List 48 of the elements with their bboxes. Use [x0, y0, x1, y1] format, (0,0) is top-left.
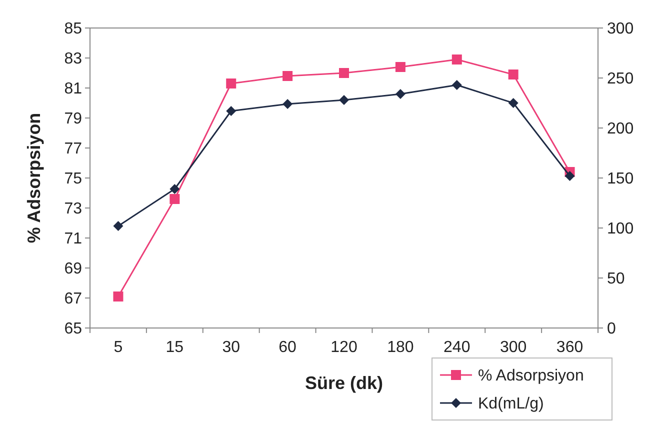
x-tick-label: 240 [444, 339, 470, 356]
y-tick-label: 79 [64, 110, 82, 128]
point [395, 62, 406, 72]
y-tick-label: 75 [64, 170, 82, 188]
point [170, 194, 180, 204]
point [508, 70, 518, 80]
point [395, 89, 406, 99]
y-tick-label: 83 [64, 50, 82, 68]
y-tick-label: 67 [64, 290, 82, 308]
point [282, 71, 293, 81]
point [226, 78, 236, 88]
y2-tick-label: 100 [607, 220, 634, 238]
y2-tick-label: 0 [607, 320, 616, 338]
x-tick-label: 5 [114, 339, 123, 356]
x-tick-label: 120 [330, 339, 358, 356]
y2-tick-label: 300 [607, 20, 634, 38]
y2-tick-label: 250 [607, 70, 634, 88]
point [113, 292, 124, 302]
point [508, 98, 518, 108]
point [282, 99, 293, 109]
point [339, 68, 349, 78]
legend-label: % Adsorpsiyon [478, 368, 584, 385]
x-tick-label: 300 [500, 339, 527, 356]
y-axis-title: % Adsorpsiyon [24, 112, 44, 244]
point [113, 221, 124, 231]
y-tick-label: 69 [64, 260, 82, 278]
y-tick-label: 81 [64, 80, 82, 98]
y2-tick-label: 150 [607, 170, 634, 188]
y-tick-label: 71 [64, 230, 82, 248]
x-tick-label: 360 [556, 339, 584, 356]
point [226, 106, 236, 116]
x-tick-label: 15 [166, 339, 184, 356]
x-tick-label: 30 [222, 339, 240, 356]
y-tick-label: 77 [64, 140, 82, 158]
point [452, 80, 462, 90]
y-tick-label: 73 [64, 200, 82, 218]
point [452, 54, 462, 64]
y2-tick-label: 200 [607, 120, 634, 138]
legend-label: Kd(mL/g) [478, 396, 544, 413]
point [170, 184, 180, 194]
y2-tick-label: 50 [607, 270, 625, 288]
y-tick-label: 65 [64, 320, 82, 338]
x-axis-title: Süre (dk) [304, 373, 384, 393]
point [564, 171, 575, 181]
y-tick-label: 85 [64, 20, 82, 38]
x-tick-label: 60 [278, 339, 297, 356]
x-tick-label: 180 [387, 339, 414, 356]
point [339, 95, 349, 105]
